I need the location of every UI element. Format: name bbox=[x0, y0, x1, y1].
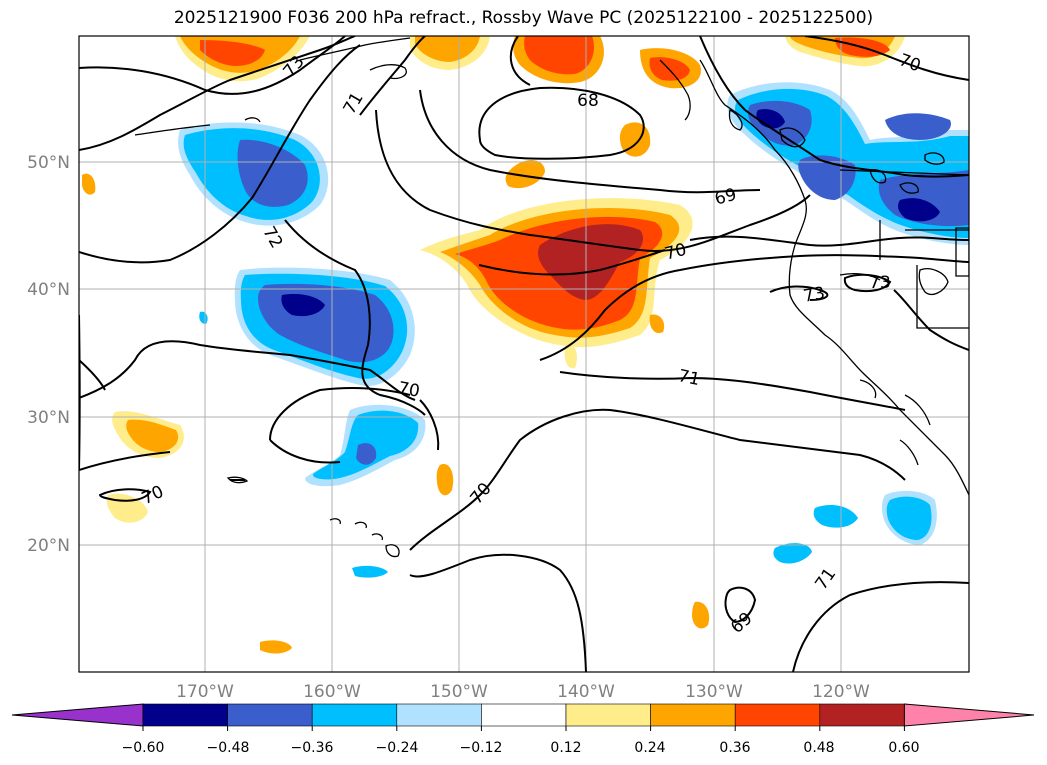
lat-label-40n: 40°N bbox=[27, 280, 70, 300]
colorbar-tick-label: 0.36 bbox=[719, 740, 750, 756]
map-plot-area: 73 71 68 70 72 69 70 73 73 71 70 70 70 6… bbox=[79, 36, 969, 672]
colorbar-cell bbox=[227, 703, 313, 727]
colorbar-cell bbox=[734, 703, 821, 727]
colorbar-cell bbox=[565, 703, 651, 727]
lon-label-140w: 140°W bbox=[557, 682, 615, 702]
lon-label-160w: 160°W bbox=[303, 682, 361, 702]
colorbar-tick-label: 0.60 bbox=[888, 740, 919, 756]
lon-label-120w: 120°W bbox=[812, 682, 870, 702]
colorbar: −0.60 −0.48 −0.36 −0.24 −0.12 0.12 0.24 … bbox=[11, 703, 1035, 756]
colorbar-cell bbox=[142, 703, 228, 727]
negative-shading bbox=[178, 82, 969, 578]
contour-label: 71 bbox=[676, 366, 701, 390]
colorbar-cell bbox=[650, 703, 736, 727]
coastlines bbox=[134, 37, 969, 558]
colorbar-tick-label: 0.12 bbox=[550, 740, 581, 756]
lat-label-50n: 50°N bbox=[27, 153, 70, 173]
lat-label-20n: 20°N bbox=[27, 536, 70, 556]
colorbar-cell bbox=[396, 703, 482, 727]
colorbar-extend-high bbox=[903, 703, 1035, 727]
contour-label: 73 bbox=[869, 273, 891, 293]
colorbar-tick-label: 0.48 bbox=[803, 740, 834, 756]
contour-label: 73 bbox=[802, 283, 827, 306]
colorbar-tick-label: −0.12 bbox=[460, 740, 503, 756]
lon-label-170w: 170°W bbox=[176, 682, 234, 702]
lon-label-130w: 130°W bbox=[685, 682, 743, 702]
colorbar-tick-label: −0.48 bbox=[207, 740, 250, 756]
colorbar-cell bbox=[311, 703, 398, 727]
map-frame bbox=[78, 35, 970, 673]
colorbar-tick-label: 0.24 bbox=[634, 740, 665, 756]
latitude-labels: 50°N 40°N 30°N 20°N bbox=[27, 153, 70, 556]
colorbar-tick-label: −0.24 bbox=[376, 740, 419, 756]
colorbar-cell bbox=[819, 703, 905, 727]
contour-label: 68 bbox=[577, 91, 599, 111]
colorbar-cell bbox=[481, 703, 567, 727]
longitude-labels: 170°W 160°W 150°W 140°W 130°W 120°W bbox=[176, 682, 870, 702]
lon-label-150w: 150°W bbox=[430, 682, 488, 702]
graticule bbox=[79, 36, 969, 672]
contour-label: 70 bbox=[396, 378, 421, 401]
map-title: 2025121900 F036 200 hPa refract., Rossby… bbox=[173, 8, 874, 28]
lat-label-30n: 30°N bbox=[27, 408, 70, 428]
colorbar-tick-label: −0.60 bbox=[122, 740, 165, 756]
colorbar-tick-label: −0.36 bbox=[291, 740, 334, 756]
colorbar-extend-low bbox=[11, 703, 144, 727]
positive-shading bbox=[82, 36, 905, 654]
